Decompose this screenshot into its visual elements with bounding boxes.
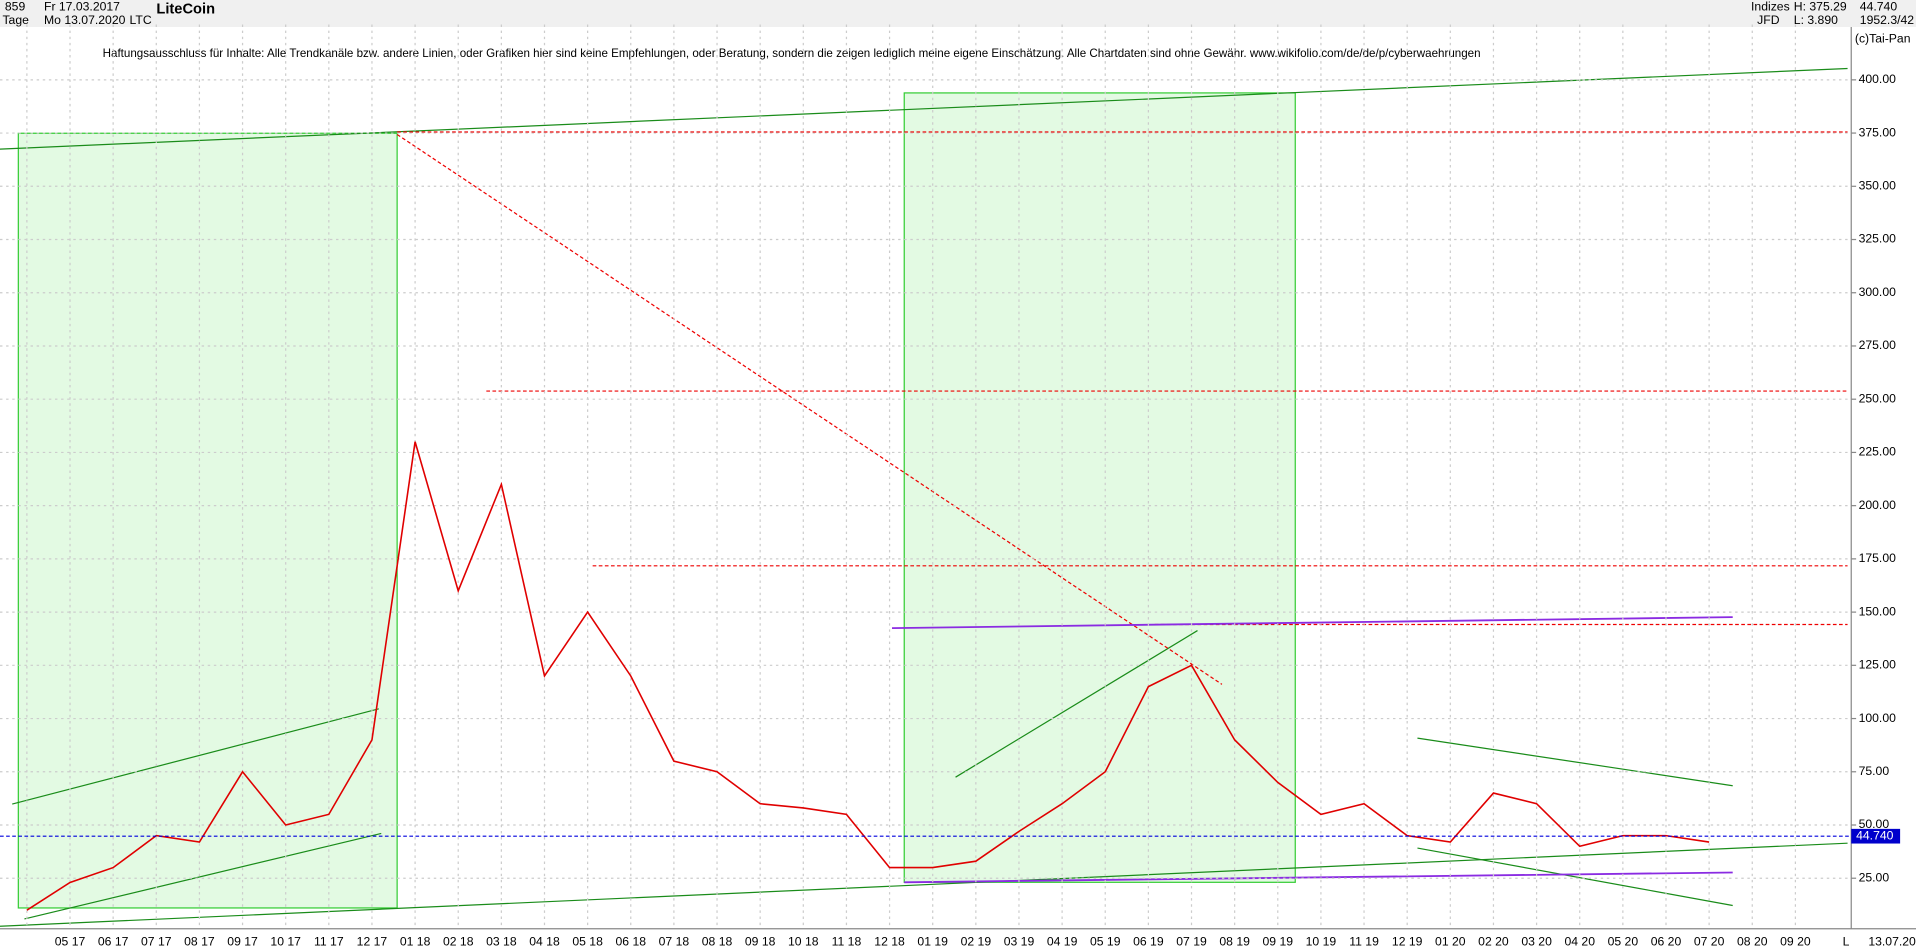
x-tick-label: 03 20	[1521, 934, 1552, 948]
zone	[17, 132, 398, 909]
y-tick-label: 50.00	[1859, 817, 1890, 831]
x-tick-label: 10 19	[1306, 934, 1337, 948]
group: Indizes	[1751, 0, 1790, 14]
levels	[396, 131, 1848, 685]
symbol: LTC	[130, 13, 152, 27]
source: JFD	[1757, 13, 1780, 27]
x-tick-label: 02 19	[961, 934, 992, 948]
end-label: 13.07.20	[1868, 934, 1916, 948]
x-tick-label: 04 19	[1047, 934, 1078, 948]
toolbar	[0, 0, 1916, 27]
x-tick-label: 05 20	[1608, 934, 1639, 948]
copyright: (c)Tai-Pan	[1855, 31, 1911, 45]
x-tick-label: 08 17	[184, 934, 215, 948]
x-tick-label: 08 20	[1737, 934, 1768, 948]
x-tick-label: 11 19	[1349, 934, 1379, 948]
price-line	[26, 441, 1710, 911]
x-tick-label: 07 17	[141, 934, 172, 948]
y-tick-label: 250.00	[1859, 391, 1897, 405]
x-tick-label: 03 18	[486, 934, 517, 948]
x-tick-label: 08 19	[1219, 934, 1250, 948]
x-tick-label: 12 19	[1392, 934, 1423, 948]
y-tick-label: 200.00	[1859, 498, 1897, 512]
y-tick-label: 375.00	[1859, 125, 1897, 139]
x-tick-label: 06 17	[98, 934, 129, 948]
start-date: Fr 17.03.2017	[44, 0, 120, 14]
x-tick-label: 06 19	[1133, 934, 1164, 948]
x-tick-label: 02 20	[1478, 934, 1509, 948]
x-tick-label: 10 17	[270, 934, 301, 948]
last-price-box	[1851, 828, 1901, 844]
purple-line	[892, 616, 1733, 630]
scale-mode: L	[1843, 934, 1850, 948]
y-tick-label: 325.00	[1859, 232, 1897, 246]
x-tick-label: 01 20	[1435, 934, 1466, 948]
high: H: 375.29	[1794, 0, 1847, 14]
y-tick-label: 225.00	[1859, 445, 1897, 459]
period: Tage	[2, 13, 29, 27]
purple-line	[904, 871, 1733, 884]
y-tick-label: 75.00	[1859, 764, 1890, 778]
x-tick-label: 09 20	[1780, 934, 1811, 948]
volume: 1952.3/42	[1860, 13, 1915, 27]
x-tick-label: 05 17	[55, 934, 86, 948]
level-line	[396, 133, 1223, 685]
x-tick-label: 01 18	[400, 934, 431, 948]
x-tick-label: 11 18	[832, 934, 862, 948]
x-tick-label: 05 19	[1090, 934, 1121, 948]
y-tick-label: 150.00	[1859, 604, 1897, 618]
x-tick-label: 06 20	[1651, 934, 1682, 948]
x-tick-label: 07 19	[1176, 934, 1207, 948]
x-tick-label: 11 17	[314, 934, 344, 948]
y-tick-label: 25.00	[1859, 870, 1890, 884]
trend-line	[955, 630, 1198, 778]
x-tick-label: 10 18	[788, 934, 819, 948]
x-tick-label: 07 20	[1694, 934, 1725, 948]
x-tick-label: 12 18	[874, 934, 905, 948]
trend-line	[0, 842, 1848, 927]
zone	[903, 92, 1296, 883]
count: 859	[5, 0, 26, 14]
trend-line	[1417, 737, 1733, 787]
x-tick-label: 03 19	[1004, 934, 1035, 948]
x-tick-label: 09 19	[1263, 934, 1294, 948]
x-tick-label: 07 18	[659, 934, 690, 948]
x-tick-label: 05 18	[572, 934, 603, 948]
x-tick-label: 09 18	[745, 934, 776, 948]
x-tick-label: 12 17	[357, 934, 388, 948]
trend-line	[12, 708, 379, 805]
end-date: Mo 13.07.2020	[44, 13, 126, 27]
y-tick-label: 275.00	[1859, 338, 1897, 352]
x-tick-label: 04 20	[1564, 934, 1595, 948]
last: 44.740	[1860, 0, 1898, 14]
x-tick-label: 06 18	[615, 934, 646, 948]
x-tick-label: 08 18	[702, 934, 733, 948]
x-tick-label: 02 18	[443, 934, 474, 948]
trend-line	[1417, 847, 1733, 907]
y-tick-label: 300.00	[1859, 285, 1897, 299]
disclaimer: Haftungsausschluss für Inhalte: Alle Tre…	[103, 47, 1481, 60]
trend-line	[0, 67, 1848, 150]
zones	[17, 92, 1296, 909]
x-tick-label: 01 19	[917, 934, 948, 948]
y-tick-label: 350.00	[1859, 179, 1897, 193]
x-tick-label: 09 17	[227, 934, 258, 948]
y-tick-label: 100.00	[1859, 711, 1897, 725]
y-tick-label: 125.00	[1859, 658, 1897, 672]
y-tick-label: 400.00	[1859, 72, 1897, 86]
last-price-label: 44.740	[1856, 828, 1894, 842]
chart-title: LiteCoin	[156, 2, 215, 18]
trend-lines	[0, 67, 1848, 927]
y-tick-label: 175.00	[1859, 551, 1897, 565]
low: L: 3.890	[1794, 13, 1838, 27]
trend-line	[24, 832, 382, 920]
x-tick-label: 04 18	[529, 934, 560, 948]
